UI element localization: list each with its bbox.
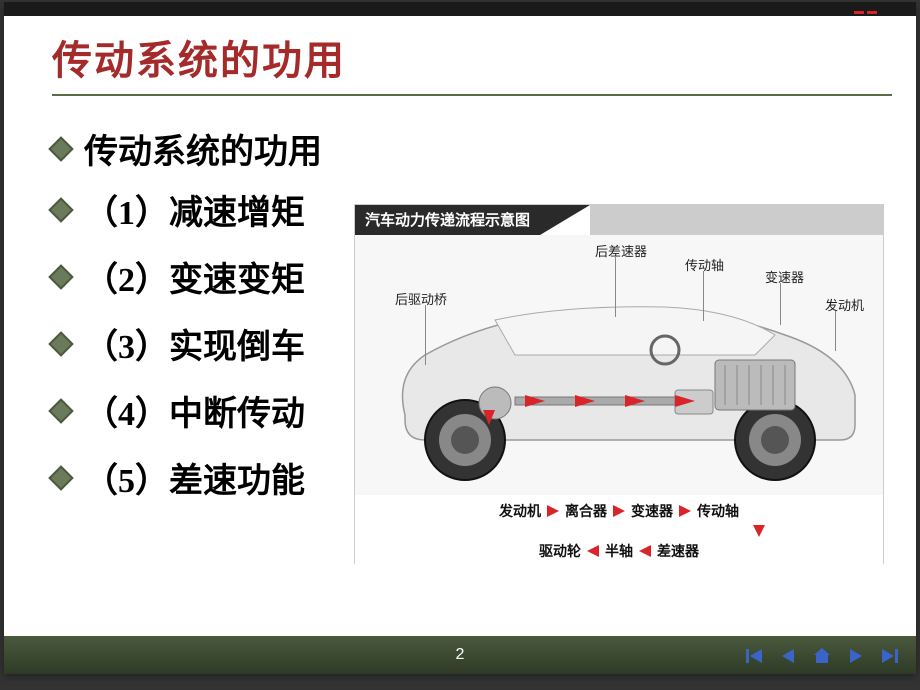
flow-item: 离合器 (565, 501, 607, 521)
diamond-icon (48, 197, 73, 222)
title-underline (52, 94, 892, 96)
arrow-left-icon (639, 545, 651, 557)
flow-down (473, 525, 765, 537)
flow-item: 发动机 (499, 501, 541, 521)
diagram-header: 汽车动力传递流程示意图 (355, 205, 883, 235)
flow-item: 差速器 (657, 541, 699, 561)
car-cutaway: 后差速器 传动轴 变速器 发动机 后驱动桥 (355, 235, 883, 495)
label-engine: 发动机 (825, 295, 864, 314)
diagram-title: 汽车动力传递流程示意图 (355, 205, 540, 235)
bullet-text: （1）减速增矩 (84, 185, 305, 234)
nav-last-button[interactable] (878, 644, 902, 668)
lead-line (425, 305, 426, 365)
diamond-icon (48, 264, 73, 289)
flow-item: 传动轴 (697, 501, 739, 521)
header-rest (590, 205, 883, 235)
arrow-right-icon (613, 505, 625, 517)
diamond-icon (48, 331, 73, 356)
diamond-icon (48, 398, 73, 423)
lead-line (615, 257, 616, 317)
label-rear-axle: 后驱动桥 (395, 289, 447, 308)
label-rear-diff: 后差速器 (595, 241, 647, 260)
nav-first-button[interactable] (742, 644, 766, 668)
nav-home-button[interactable] (810, 644, 834, 668)
arrow-right-icon (679, 505, 691, 517)
nav-next-button[interactable] (844, 644, 868, 668)
lead-line (780, 283, 781, 325)
arrow-down-icon (753, 525, 765, 537)
slide-title: 传动系统的功用 (52, 28, 916, 86)
diamond-icon (48, 465, 73, 490)
bullet-text: （2）变速变矩 (84, 252, 305, 301)
title-bar: 传动系统的功用 (4, 4, 916, 96)
nav-controls (742, 644, 902, 668)
flow-diagram: 发动机 离合器 变速器 传动轴 驱动轮 半轴 差速器 (355, 495, 883, 567)
arrow-left-icon (587, 545, 599, 557)
bullet-text: （5）差速功能 (84, 453, 305, 502)
flow-row-1: 发动机 离合器 变速器 传动轴 (499, 501, 739, 521)
label-drive-shaft: 传动轴 (685, 255, 724, 274)
diamond-icon (48, 136, 73, 161)
slide-footer: 2 (4, 636, 916, 674)
slide: ▬▬ 传动系统的功用 传动系统的功用 （1）减速增矩 （2）变速变矩 （3）实现… (4, 4, 916, 674)
bullet-text: （4）中断传动 (84, 386, 305, 435)
lead-line (703, 271, 704, 321)
bullet-text: 传动系统的功用 (84, 124, 322, 173)
bullet-text: （3）实现倒车 (84, 319, 305, 368)
arrow-right-icon (547, 505, 559, 517)
powertrain-diagram: 汽车动力传递流程示意图 (354, 204, 884, 564)
page-number: 2 (456, 646, 465, 664)
flow-row-2: 驱动轮 半轴 差速器 (539, 541, 699, 561)
lead-line (835, 311, 836, 351)
bullet-main: 传动系统的功用 (52, 124, 916, 173)
nav-prev-button[interactable] (776, 644, 800, 668)
label-gearbox: 变速器 (765, 267, 804, 286)
flow-item: 半轴 (605, 541, 633, 561)
header-wedge (540, 205, 590, 235)
flow-item: 驱动轮 (539, 541, 581, 561)
flow-item: 变速器 (631, 501, 673, 521)
